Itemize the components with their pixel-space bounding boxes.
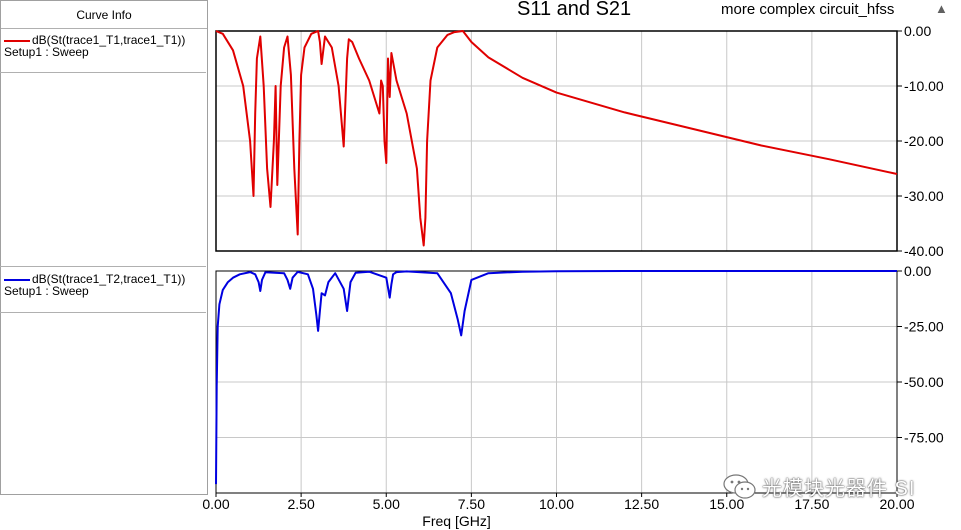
legend-entry-s21[interactable]: dB(St(trace1_T2,trace1_T1)) Setup1 : Swe… [4,273,185,297]
legend-swatch-s11 [4,39,30,42]
legend-divider [0,72,206,73]
x-axis-label: Freq [GHz] [422,513,490,529]
x-tick-label: 10.00 [539,496,574,512]
bottom-y-tick-label: -50.00 [904,374,944,390]
legend-label-s11: dB(St(trace1_T1,trace1_T1)) [32,33,186,47]
top-series-line-0 [215,30,898,247]
bottom-series-line-0 [215,270,897,485]
x-tick-label: 12.50 [624,496,659,512]
top-y-tick-label: -10.00 [904,78,944,94]
legend-label-s21: dB(St(trace1_T2,trace1_T1)) [32,272,186,286]
bottom-y-tick-label: 0.00 [904,263,931,279]
x-tick-label: 7.50 [458,496,485,512]
legend-divider [0,312,206,313]
x-tick-label: 2.50 [288,496,315,512]
top-y-tick-label: 0.00 [904,23,931,39]
legend-setup-s11: Setup1 : Sweep [4,45,89,59]
bottom-y-tick-label: -75.00 [904,430,944,446]
top-y-tick-label: -40.00 [904,243,944,259]
x-tick-label: 0.00 [202,496,229,512]
chart-title: S11 and S21 [517,0,632,20]
legend-divider [0,266,206,267]
curve-info-header: Curve Info [1,1,207,29]
curve-info-panel: Curve Info [0,0,208,495]
top-y-tick-label: -20.00 [904,133,944,149]
ansys-logo-icon: ▲ [935,1,948,16]
watermark-text: 光模块光器件 SI [762,478,916,500]
top-y-tick-label: -30.00 [904,188,944,204]
legend-setup-s21: Setup1 : Sweep [4,284,89,298]
x-tick-label: 5.00 [373,496,400,512]
wechat-icon [723,474,756,499]
x-tick-label: 15.00 [709,496,744,512]
x-tick-label: 17.50 [794,496,829,512]
x-tick-label: 20.00 [879,496,914,512]
legend-entry-s11[interactable]: dB(St(trace1_T1,trace1_T1)) Setup1 : Swe… [4,34,185,58]
legend-swatch-s21 [4,278,30,281]
bottom-y-tick-label: -25.00 [904,319,944,335]
project-name: more complex circuit_hfss [721,1,895,18]
